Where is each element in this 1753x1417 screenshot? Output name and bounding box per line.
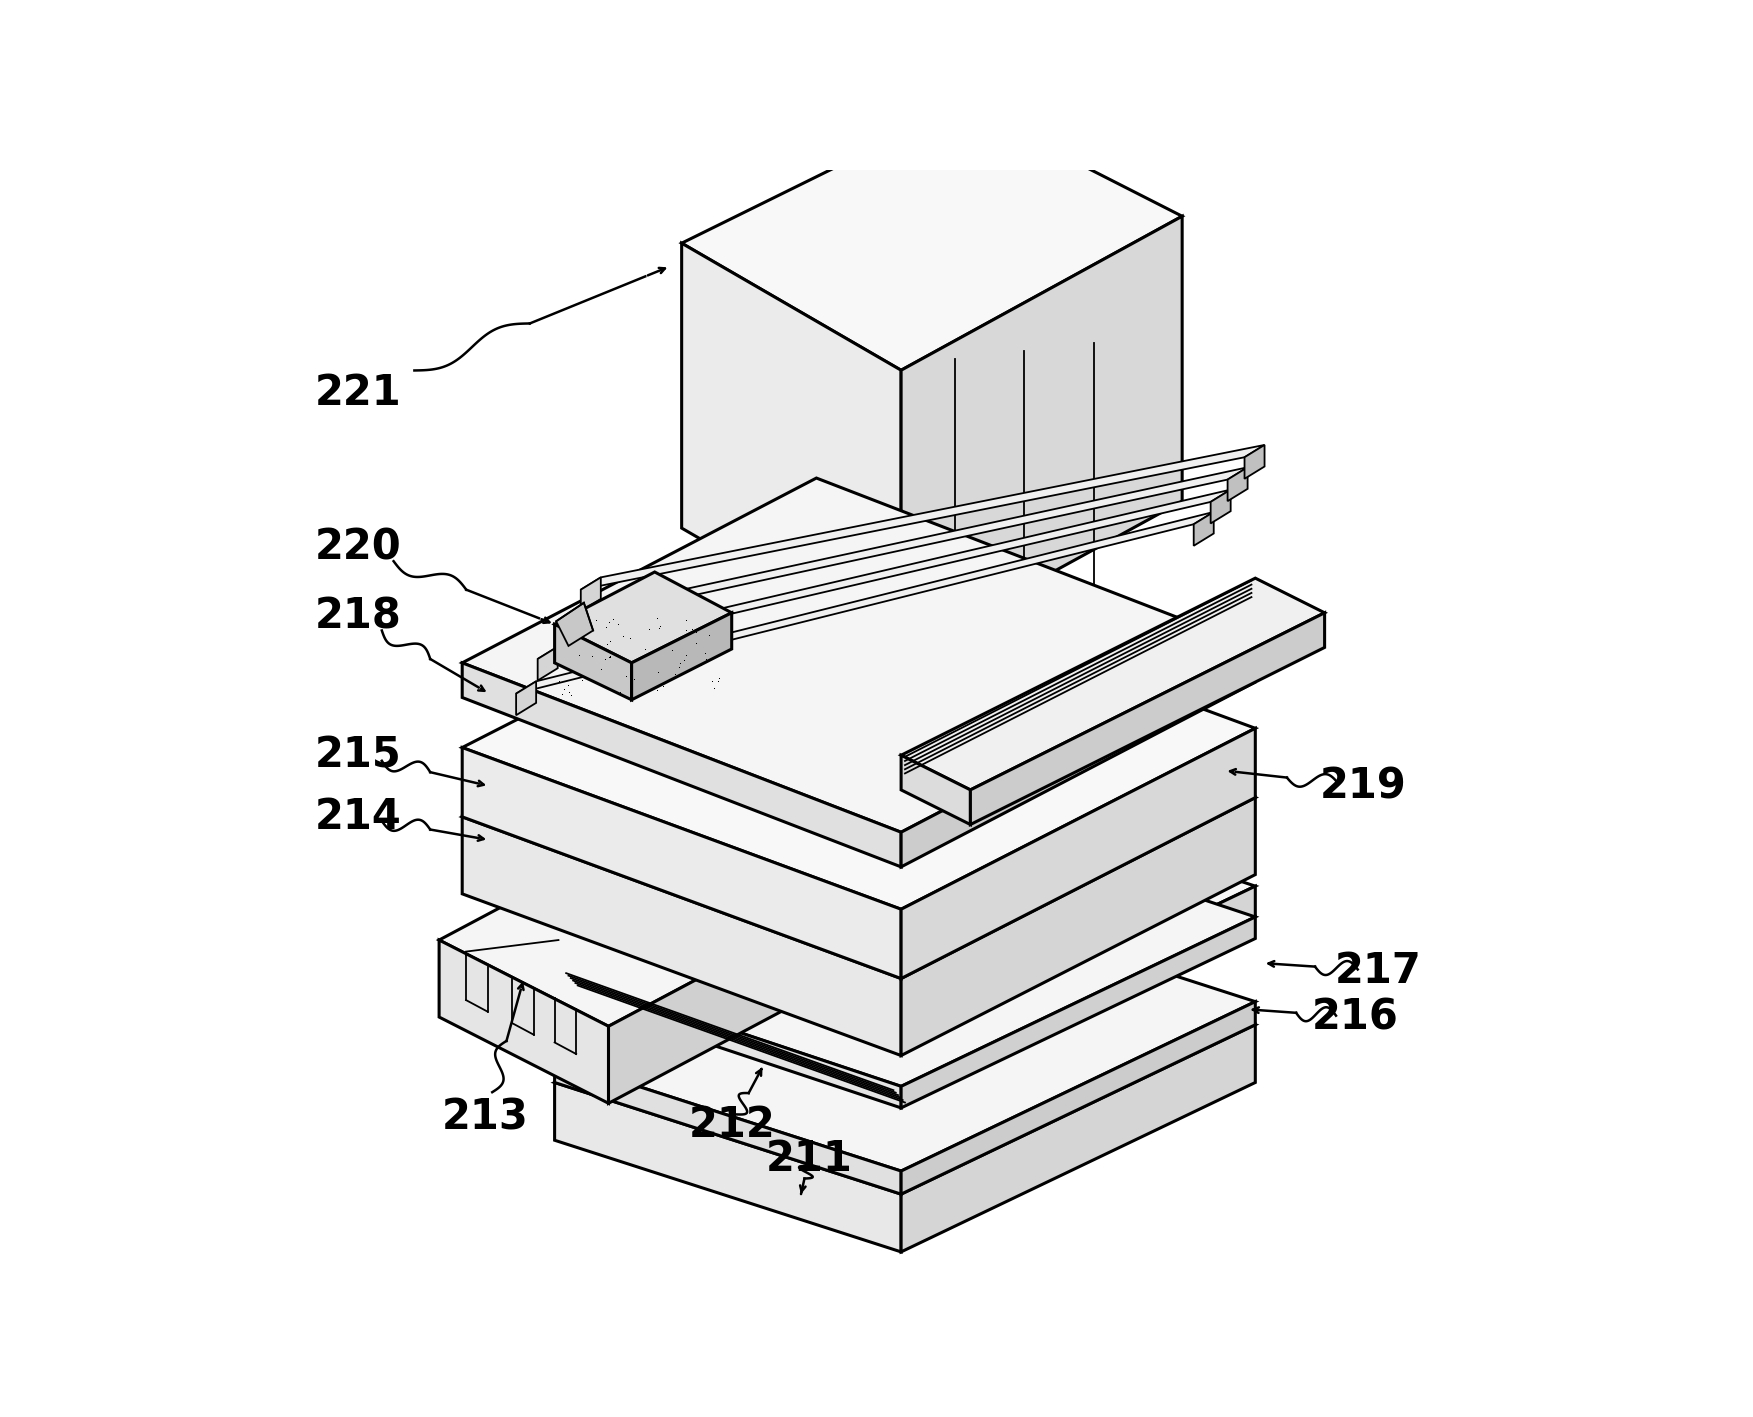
Polygon shape <box>554 939 901 1087</box>
Polygon shape <box>901 578 1325 789</box>
Text: 219: 219 <box>1320 765 1406 808</box>
Text: 215: 215 <box>316 734 401 777</box>
Polygon shape <box>682 244 901 655</box>
Polygon shape <box>554 913 1255 1195</box>
Text: 220: 220 <box>316 526 401 568</box>
Polygon shape <box>608 870 901 1104</box>
Polygon shape <box>515 512 1213 694</box>
Polygon shape <box>580 577 601 611</box>
Polygon shape <box>554 802 1255 1087</box>
Text: 213: 213 <box>442 1097 529 1138</box>
Text: 217: 217 <box>1336 949 1422 992</box>
Polygon shape <box>1227 468 1248 502</box>
Text: 221: 221 <box>316 373 401 414</box>
Polygon shape <box>463 567 1255 910</box>
Text: 216: 216 <box>1311 996 1399 1039</box>
Polygon shape <box>554 1060 901 1195</box>
Polygon shape <box>901 1002 1255 1195</box>
Polygon shape <box>580 445 1264 589</box>
Polygon shape <box>463 636 1255 979</box>
Polygon shape <box>463 816 901 1056</box>
Polygon shape <box>559 468 1248 625</box>
Polygon shape <box>901 886 1255 1087</box>
Polygon shape <box>438 785 901 1026</box>
Polygon shape <box>559 612 578 646</box>
Text: 211: 211 <box>766 1138 852 1180</box>
Polygon shape <box>556 602 593 646</box>
Polygon shape <box>554 572 731 663</box>
Text: 214: 214 <box>316 796 401 837</box>
Polygon shape <box>1245 445 1264 479</box>
Polygon shape <box>1194 512 1213 546</box>
Polygon shape <box>631 612 731 700</box>
Polygon shape <box>901 648 1255 867</box>
Polygon shape <box>554 771 1255 1056</box>
Text: 212: 212 <box>689 1104 775 1146</box>
Polygon shape <box>971 612 1325 825</box>
Polygon shape <box>901 917 1255 1108</box>
Polygon shape <box>463 663 901 867</box>
Polygon shape <box>554 1083 901 1251</box>
Polygon shape <box>901 798 1255 1056</box>
Text: 218: 218 <box>316 595 401 638</box>
Polygon shape <box>682 105 1182 370</box>
Polygon shape <box>538 646 557 680</box>
Polygon shape <box>1211 490 1231 523</box>
Polygon shape <box>901 728 1255 979</box>
Polygon shape <box>438 939 608 1104</box>
Polygon shape <box>554 890 1255 1170</box>
Polygon shape <box>515 682 536 716</box>
Polygon shape <box>901 755 971 825</box>
Polygon shape <box>901 1024 1255 1251</box>
Polygon shape <box>463 478 1255 832</box>
Polygon shape <box>463 748 901 979</box>
Polygon shape <box>554 971 901 1108</box>
Polygon shape <box>901 217 1182 655</box>
Polygon shape <box>538 490 1231 659</box>
Polygon shape <box>554 625 631 700</box>
